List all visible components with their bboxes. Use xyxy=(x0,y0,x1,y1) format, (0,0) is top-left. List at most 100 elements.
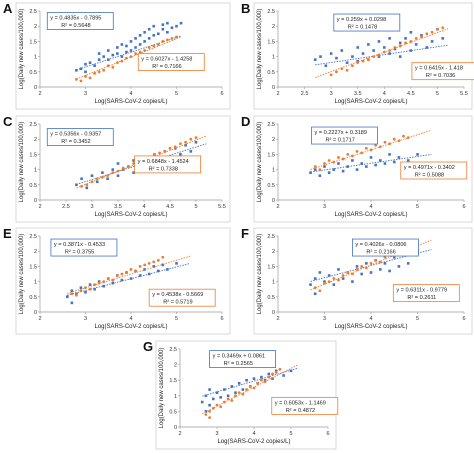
data-point xyxy=(374,163,377,167)
r-squared-value: R² = 0.5719 xyxy=(163,300,192,306)
y-tick-label: 0 xyxy=(34,85,37,91)
trendline-orange xyxy=(201,364,299,415)
x-tick-label: 5.5 xyxy=(218,204,226,210)
trendline-equation: y = 0.4026x - 0.0806 xyxy=(355,242,406,248)
data-point xyxy=(88,76,92,80)
y-axis-label: Log(Daily new cases/100,000) xyxy=(19,234,25,315)
data-point xyxy=(138,265,142,268)
x-tick-label: 3 xyxy=(84,316,87,322)
data-point xyxy=(173,145,177,149)
data-point xyxy=(75,292,78,296)
equation-box-border xyxy=(137,53,205,71)
x-tick-label: 4.5 xyxy=(407,91,415,97)
data-point xyxy=(441,26,445,30)
x-tick-label: 3 xyxy=(90,204,93,210)
series-blue xyxy=(200,367,299,413)
equation-box-border xyxy=(50,238,118,257)
data-point xyxy=(318,168,322,172)
data-point xyxy=(351,55,354,58)
data-point xyxy=(420,35,423,39)
data-point xyxy=(372,49,375,52)
data-point xyxy=(66,295,69,299)
data-point xyxy=(392,160,396,164)
y-tick-label: 0.5 xyxy=(29,70,37,76)
x-tick-label: 2 xyxy=(276,91,279,97)
data-point xyxy=(179,21,183,25)
data-point xyxy=(93,71,96,75)
trendline-blue xyxy=(315,44,449,66)
panel-a: A 2 3 4 5 6 0 0.5 1 1.5 2 2.5 Log(SARS-CoV-2 copies/… xyxy=(3,1,231,110)
data-point xyxy=(79,289,83,293)
x-tick-label: 2 xyxy=(38,204,41,210)
data-point xyxy=(156,43,160,46)
data-point xyxy=(355,168,359,171)
y-tick-label: 0.5 xyxy=(267,183,275,189)
x-axis-label: Log(SARS-CoV-2 copies/L) xyxy=(94,212,167,218)
data-point xyxy=(406,262,410,265)
x-tick-label: 3 xyxy=(323,316,326,322)
x-tick-label: 2 xyxy=(276,204,279,210)
equation-box-blue: y = 0.259x + 0.0298 R² = 0.1478 xyxy=(333,13,401,32)
y-tick-label: 2 xyxy=(272,249,275,255)
r-squared-value: R² = 0.5088 xyxy=(415,173,444,179)
y-tick-label: 0.5 xyxy=(169,409,177,415)
x-axis-label: Log(SARS-CoV-2 copies/L) xyxy=(334,324,407,330)
panel-label: D xyxy=(241,114,250,129)
data-point xyxy=(166,38,169,42)
data-point xyxy=(260,375,263,379)
data-point xyxy=(152,265,156,268)
equation-box-border xyxy=(333,13,401,32)
data-point xyxy=(329,73,333,77)
x-tick-label: 5 xyxy=(416,204,419,210)
data-point xyxy=(166,21,169,25)
data-point xyxy=(80,177,83,181)
x-tick-label: 4 xyxy=(369,316,372,322)
data-point xyxy=(170,26,174,30)
data-point xyxy=(215,391,219,394)
x-tick-label: 3.5 xyxy=(114,204,122,210)
data-point xyxy=(346,271,350,274)
data-point xyxy=(157,32,160,36)
equation-box-border xyxy=(351,238,419,257)
data-point xyxy=(402,134,405,138)
data-point xyxy=(208,388,211,391)
data-point xyxy=(398,41,402,45)
equation-box-border xyxy=(411,62,474,81)
data-point xyxy=(102,68,106,72)
data-point xyxy=(337,156,340,159)
y-tick-label: 0.5 xyxy=(267,295,275,301)
data-point xyxy=(70,289,74,293)
data-point xyxy=(132,159,135,162)
y-tick-label: 0.5 xyxy=(29,295,37,301)
data-point xyxy=(106,49,110,52)
data-point xyxy=(189,137,193,141)
data-point xyxy=(274,371,278,374)
data-point xyxy=(414,43,418,46)
data-point xyxy=(120,55,124,58)
r-squared-value: R² = 0.7166 xyxy=(152,64,181,70)
trendline-equation: y = 0.6415x - 1.418 xyxy=(415,66,463,72)
data-point xyxy=(377,55,381,58)
y-tick-label: 1 xyxy=(34,55,37,61)
data-point xyxy=(129,49,133,52)
data-point xyxy=(327,274,331,277)
trendline-blue xyxy=(310,153,432,173)
r-squared-value: R² = 0.3452 xyxy=(61,139,90,145)
panel-label: G xyxy=(143,339,153,354)
data-point xyxy=(208,416,212,420)
panel-label: F xyxy=(241,226,249,241)
data-point xyxy=(309,283,312,286)
data-point xyxy=(383,262,387,265)
trendline-blue xyxy=(310,249,432,282)
data-point xyxy=(143,263,147,267)
data-point xyxy=(337,162,340,165)
series-orange xyxy=(75,35,182,83)
data-point xyxy=(313,58,317,61)
data-point xyxy=(70,301,74,305)
data-point xyxy=(152,260,156,264)
trendline-blue xyxy=(202,367,299,397)
data-point xyxy=(163,149,167,153)
y-tick-label: 0.5 xyxy=(29,183,37,189)
